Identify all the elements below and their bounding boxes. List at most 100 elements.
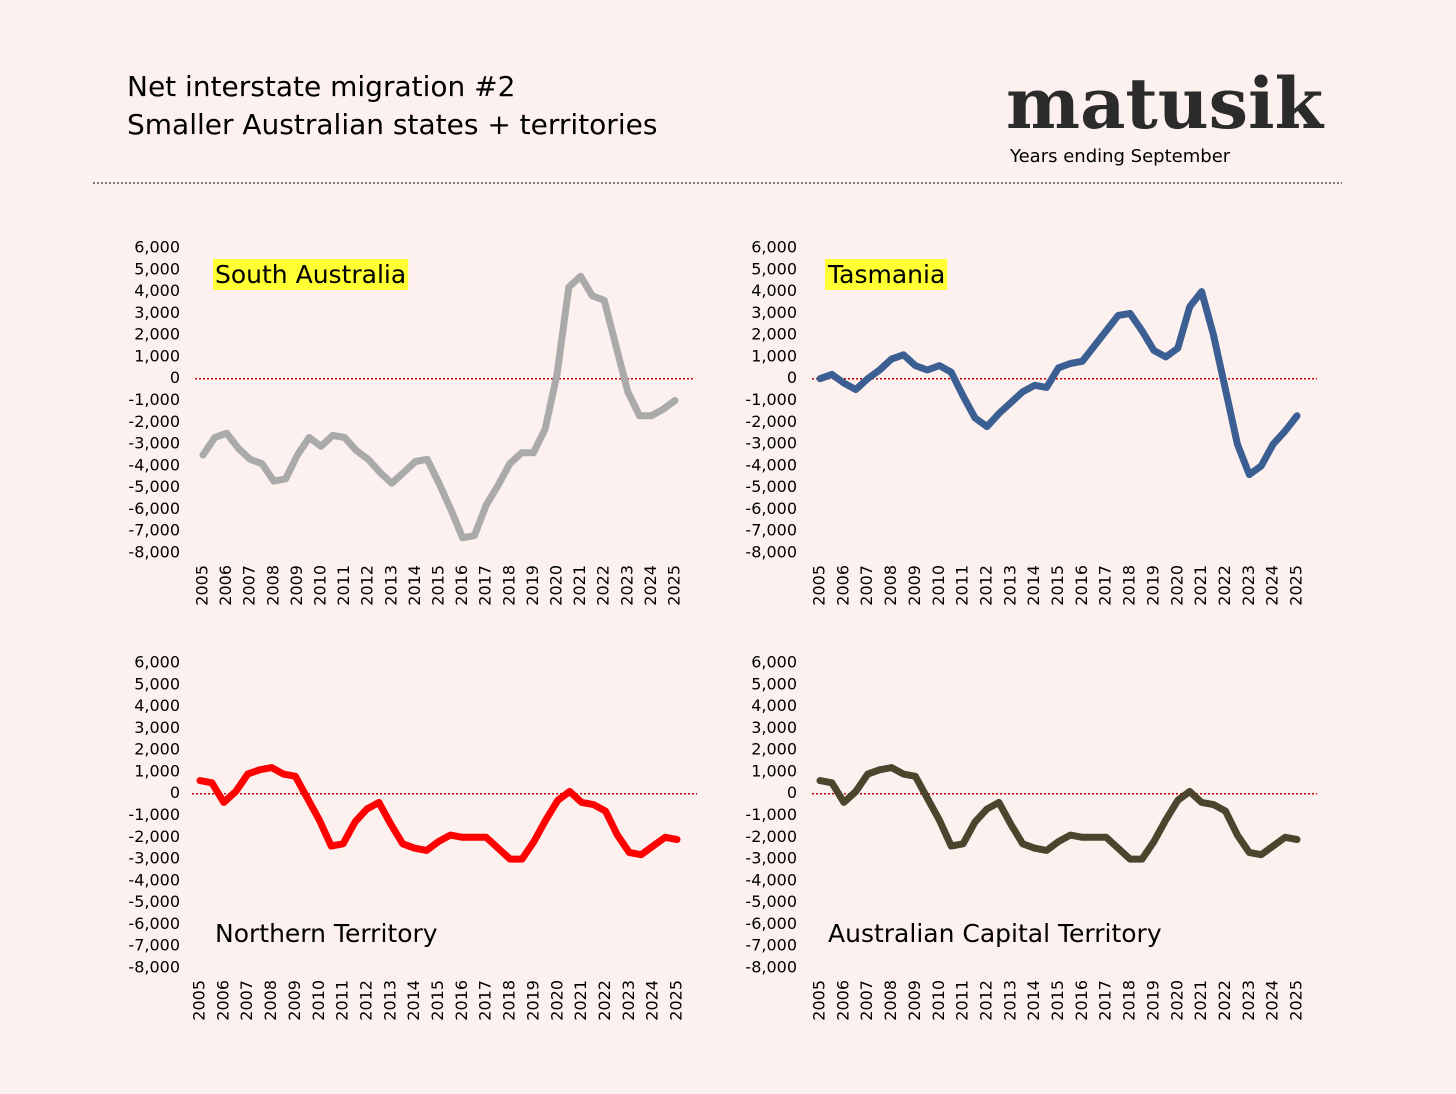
y-tick-label: -4,000 [745, 870, 797, 889]
y-tick-label: 1,000 [134, 761, 180, 780]
y-tick-label: 6,000 [134, 653, 180, 672]
y-tick-label: 4,000 [134, 696, 180, 715]
y-tick-label: -1,000 [128, 390, 180, 409]
x-tick-label: 2021 [1191, 980, 1210, 1021]
x-tick-label: 2014 [1024, 980, 1043, 1021]
x-tick-label: 2012 [356, 980, 375, 1021]
x-tick-label: 2014 [405, 565, 424, 606]
x-tick-label: 2023 [619, 980, 638, 1021]
y-tick-label: 2,000 [134, 740, 180, 759]
x-tick-label: 2007 [240, 565, 259, 606]
y-tick-label: 1,000 [751, 346, 797, 365]
x-tick-label: 2007 [857, 980, 876, 1021]
y-tick-label: -5,000 [128, 477, 180, 496]
title-highlight [825, 259, 948, 290]
y-tick-label: 5,000 [751, 674, 797, 693]
panel-title: Australian Capital Territory [828, 919, 1162, 948]
x-tick-label: 2018 [1120, 980, 1139, 1021]
y-tick-label: 4,000 [134, 281, 180, 300]
x-tick-label: 2023 [1239, 980, 1258, 1021]
y-tick-label: -5,000 [128, 892, 180, 911]
x-tick-label: 2005 [190, 980, 209, 1021]
x-tick-label: 2017 [476, 980, 495, 1021]
x-tick-label: 2022 [595, 980, 614, 1021]
subtitle: Smaller Australian states + territories [127, 108, 657, 141]
title-highlight [213, 259, 409, 290]
x-tick-label: 2020 [1167, 980, 1186, 1021]
y-tick-label: -4,000 [745, 455, 797, 474]
y-tick-label: -2,000 [128, 412, 180, 431]
x-tick-label: 2025 [667, 980, 686, 1021]
y-tick-label: 3,000 [751, 303, 797, 322]
y-tick-label: -6,000 [128, 914, 180, 933]
panel: -8,000 -7,000 -6,000 -5,000 -4,000 -3,000 -2,0… [745, 238, 1317, 606]
x-tick-label: 2011 [333, 980, 352, 1021]
x-tick-label: 2018 [500, 980, 519, 1021]
y-tick-label: -8,000 [128, 958, 180, 977]
x-tick-label: 2006 [833, 980, 852, 1021]
series-line [199, 272, 679, 542]
y-tick-label: -3,000 [745, 434, 797, 453]
x-tick-label: 2013 [1000, 565, 1019, 606]
x-tick-label: 2011 [334, 565, 353, 606]
brand: matusik [1006, 62, 1325, 145]
x-tick-label: 2016 [1072, 980, 1091, 1021]
y-tick-label: 0 [787, 783, 797, 802]
panel: -8,000 -7,000 -6,000 -5,000 -4,000 -3,000 -2,0… [745, 653, 1317, 1021]
y-tick-label: -6,000 [745, 914, 797, 933]
y-tick-label: -1,000 [745, 805, 797, 824]
y-tick-label: -4,000 [128, 455, 180, 474]
y-tick-label: 0 [170, 368, 180, 387]
y-tick-label: 4,000 [751, 696, 797, 715]
x-tick-label: 2007 [857, 565, 876, 606]
x-tick-label: 2021 [570, 565, 589, 606]
y-tick-label: -6,000 [128, 499, 180, 518]
series-line [816, 764, 1301, 863]
x-tick-label: 2023 [1239, 565, 1258, 606]
y-tick-label: -8,000 [128, 543, 180, 562]
x-tick-label: 2010 [929, 565, 948, 606]
x-tick-label: 2014 [404, 980, 423, 1021]
y-tick-label: 4,000 [751, 281, 797, 300]
y-tick-label: -7,000 [128, 936, 180, 955]
panel: -8,000 -7,000 -6,000 -5,000 -4,000 -3,000 -2,0… [128, 238, 695, 606]
title: Net interstate migration #2 [127, 70, 515, 103]
x-tick-label: 2006 [833, 565, 852, 606]
y-tick-label: -7,000 [745, 936, 797, 955]
x-tick-label: 2020 [547, 565, 566, 606]
x-tick-label: 2022 [1215, 980, 1234, 1021]
y-tick-label: 0 [787, 368, 797, 387]
y-tick-label: 6,000 [751, 653, 797, 672]
x-tick-label: 2005 [810, 565, 829, 606]
y-tick-label: -5,000 [745, 892, 797, 911]
x-tick-label: 2010 [309, 980, 328, 1021]
y-tick-label: -2,000 [128, 827, 180, 846]
x-tick-label: 2015 [1048, 980, 1067, 1021]
x-tick-label: 2009 [905, 565, 924, 606]
series-line [196, 764, 681, 863]
y-tick-label: -5,000 [745, 477, 797, 496]
x-tick-label: 2012 [976, 565, 995, 606]
y-tick-label: -7,000 [128, 521, 180, 540]
x-tick-label: 2025 [1287, 565, 1306, 606]
x-tick-label: 2021 [1191, 565, 1210, 606]
y-tick-label: 3,000 [134, 718, 180, 737]
x-tick-label: 2009 [287, 565, 306, 606]
y-tick-label: -2,000 [745, 827, 797, 846]
x-tick-label: 2014 [1024, 565, 1043, 606]
y-tick-label: 5,000 [134, 259, 180, 278]
panel-title: South Australia [215, 260, 406, 289]
x-tick-label: 2015 [429, 565, 448, 606]
y-tick-label: 2,000 [134, 325, 180, 344]
x-tick-label: 2007 [237, 980, 256, 1021]
x-tick-label: 2013 [1000, 980, 1019, 1021]
y-tick-label: -1,000 [128, 805, 180, 824]
x-tick-label: 2018 [499, 565, 518, 606]
x-tick-label: 2020 [547, 980, 566, 1021]
x-tick-label: 2010 [929, 980, 948, 1021]
y-tick-label: -1,000 [745, 390, 797, 409]
y-tick-label: -2,000 [745, 412, 797, 431]
x-tick-label: 2019 [1143, 565, 1162, 606]
